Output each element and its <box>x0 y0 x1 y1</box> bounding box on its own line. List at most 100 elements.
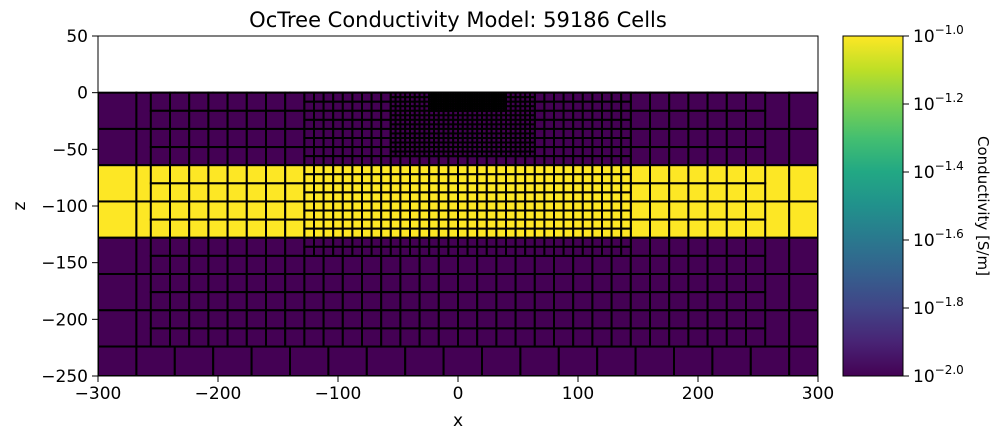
mesh-cell <box>668 254 690 276</box>
mesh-cell <box>322 191 335 203</box>
mesh-cell <box>418 209 431 221</box>
mesh-cell <box>572 146 584 158</box>
mesh-cell <box>788 164 818 203</box>
mesh-cell <box>226 236 248 257</box>
mesh-cell <box>533 218 546 230</box>
mesh-cell <box>591 182 604 194</box>
mesh-cell <box>351 218 363 230</box>
mesh-cell <box>495 309 517 330</box>
mesh-cell <box>581 173 594 185</box>
mesh-cell <box>725 236 747 257</box>
mesh-cell <box>149 200 172 221</box>
mesh-cell <box>149 236 172 257</box>
mesh-cell <box>725 146 747 167</box>
mesh-cell <box>524 191 536 203</box>
mesh-cell <box>788 345 818 376</box>
mesh-cell <box>620 164 632 176</box>
mesh-cell <box>668 291 690 312</box>
mesh-cell <box>313 200 325 212</box>
mesh-cell <box>303 191 315 203</box>
mesh-cell <box>601 91 613 103</box>
mesh-cell <box>188 309 210 330</box>
mesh-cell <box>591 200 604 212</box>
mesh-cell <box>149 309 172 330</box>
mesh-cell <box>265 327 287 348</box>
mesh-cell <box>313 173 325 185</box>
mesh-cell <box>620 127 632 140</box>
mesh-cell <box>596 345 637 376</box>
mesh-cell <box>361 173 373 185</box>
mesh-cell <box>428 227 440 239</box>
mesh-cell <box>284 273 306 294</box>
mesh-cell <box>591 127 604 140</box>
mesh-cell <box>466 227 479 239</box>
mesh-cell <box>409 191 421 203</box>
mesh-cell <box>553 327 575 348</box>
mesh-cell <box>399 164 411 176</box>
mesh-cell <box>437 209 450 221</box>
mesh-cell <box>361 291 383 312</box>
mesh-cell <box>370 155 383 167</box>
mesh-cell <box>572 254 594 276</box>
mesh-cell <box>581 155 594 167</box>
mesh-cell <box>505 173 517 185</box>
mesh-cell <box>409 164 421 176</box>
mesh-cell <box>745 91 767 112</box>
mesh-cell <box>524 182 536 194</box>
mesh-cell <box>226 127 248 149</box>
mesh-cell <box>245 127 268 149</box>
mesh-cell <box>620 227 632 239</box>
y-tick-label: −50 <box>52 140 88 160</box>
mesh-cell <box>351 182 363 194</box>
mesh-cell <box>351 164 363 176</box>
mesh-cell <box>361 309 383 330</box>
mesh-cell <box>322 100 335 112</box>
mesh-cell <box>149 218 172 239</box>
mesh-cell <box>668 91 690 112</box>
mesh-cell <box>284 200 306 221</box>
mesh-cell <box>284 127 306 149</box>
mesh-cell <box>543 218 556 230</box>
mesh-cell <box>591 146 604 158</box>
mesh-cell <box>610 127 623 140</box>
mesh-cell <box>341 273 363 294</box>
mesh-cell <box>361 182 373 194</box>
mesh-cell <box>572 91 584 103</box>
mesh-cell <box>495 273 517 294</box>
mesh-cell <box>380 309 402 330</box>
mesh-cell <box>649 127 671 149</box>
mesh-cell <box>428 155 440 167</box>
mesh-cell <box>303 155 315 167</box>
colorbar-gradient <box>842 35 904 377</box>
mesh-cell <box>620 173 632 185</box>
mesh-cell <box>620 182 632 194</box>
mesh-cell <box>514 200 527 212</box>
mesh-cell <box>341 254 363 276</box>
mesh-cell <box>581 209 594 221</box>
mesh-cell <box>226 327 248 348</box>
mesh-cell <box>620 155 632 167</box>
mesh-cell <box>557 345 599 376</box>
mesh-cell <box>437 218 450 230</box>
mesh-cell <box>788 127 818 167</box>
mesh-cell <box>207 182 229 203</box>
mesh-cell <box>687 127 709 149</box>
y-tick-label: −200 <box>41 310 88 330</box>
mesh-cell <box>418 254 440 276</box>
mesh-cells <box>98 91 818 376</box>
mesh-cell <box>505 155 517 167</box>
mesh-cell <box>322 127 335 140</box>
mesh-cell <box>581 236 594 248</box>
mesh-cell <box>553 309 575 330</box>
mesh-cell <box>149 254 172 276</box>
mesh-cell <box>562 118 575 130</box>
mesh-cell <box>409 227 421 239</box>
mesh-cell <box>265 91 287 112</box>
mesh-cell <box>351 91 363 103</box>
mesh-cell <box>332 164 344 176</box>
mesh-cell <box>380 200 392 212</box>
mesh-cell <box>553 218 565 230</box>
mesh-cell <box>245 146 268 167</box>
mesh-cell <box>687 164 709 185</box>
mesh-cell <box>351 236 363 248</box>
